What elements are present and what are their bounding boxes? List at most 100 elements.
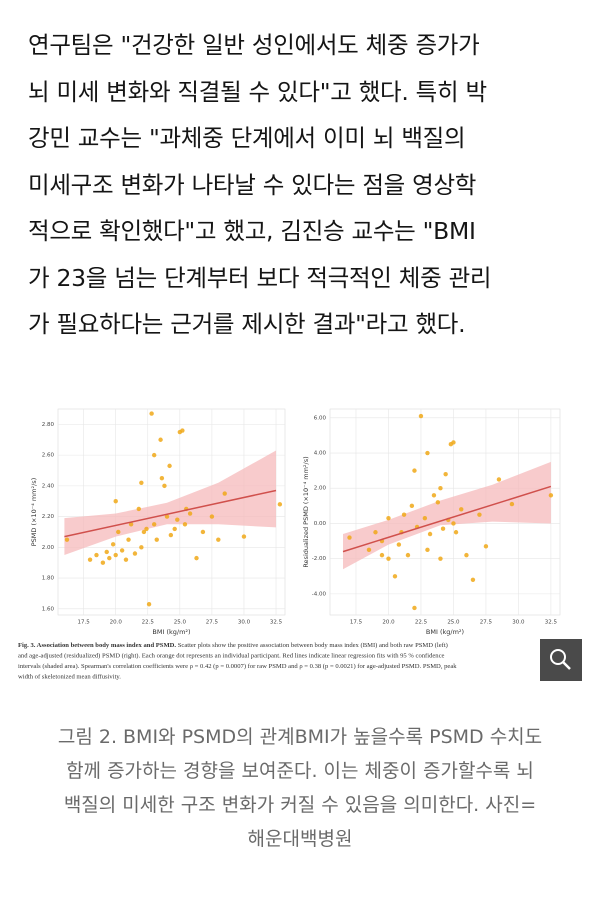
data-point	[418, 413, 424, 419]
y-tick-label: -4.00	[312, 591, 327, 597]
photo-caption-line: 해운대백병원	[247, 828, 353, 850]
data-point	[149, 411, 154, 416]
data-point	[113, 499, 118, 504]
x-tick-label: 22.5	[415, 620, 428, 626]
data-point	[548, 493, 554, 498]
article-line: 강민 교수는 "과체중 단계에서 이미 뇌 백질의	[28, 124, 466, 152]
x-axis-label: BMI (kg/m²)	[152, 628, 190, 636]
data-point	[180, 428, 185, 433]
x-tick-label: 32.5	[270, 620, 283, 626]
data-point	[194, 555, 199, 561]
data-point	[366, 547, 372, 553]
data-point	[146, 602, 152, 607]
data-point	[222, 491, 227, 496]
data-point	[136, 506, 141, 512]
zoom-button[interactable]	[540, 639, 582, 681]
y-tick-label: 2.80	[42, 422, 55, 428]
data-point	[209, 514, 215, 519]
x-tick-label: 20.0	[110, 620, 123, 626]
photo-caption-line: 백질의 미세한 구조 변화가 커질 수 있음을 의미한다. 사진=	[63, 794, 537, 816]
zoom-icon[interactable]	[562, 661, 571, 670]
data-point	[132, 551, 138, 556]
data-point	[151, 452, 157, 458]
figure-caption-line: Fig. 3. Association between body mass in…	[18, 642, 448, 649]
regression-line	[64, 489, 277, 538]
data-point	[168, 532, 174, 538]
data-point	[422, 515, 428, 521]
x-tick-label: 17.5	[78, 620, 91, 626]
data-point	[158, 437, 163, 442]
data-point	[412, 468, 417, 473]
data-point	[139, 480, 144, 485]
data-point	[443, 471, 448, 477]
data-point	[401, 512, 407, 517]
y-axis-label: PSMD (×10⁻⁴ mm²/s)	[30, 478, 38, 546]
data-point	[459, 507, 464, 512]
zoom-icon[interactable]	[550, 649, 566, 665]
data-point	[200, 529, 206, 535]
y-axis-label: Residualized PSMD (×10⁻⁴ mm²/s)	[302, 456, 310, 567]
data-point	[100, 560, 106, 565]
data-point	[110, 542, 116, 547]
data-point	[396, 542, 402, 547]
data-point	[435, 500, 441, 505]
data-point	[425, 547, 430, 553]
data-point	[405, 552, 411, 558]
data-point	[104, 549, 109, 555]
y-tick-label: 2.00	[42, 545, 55, 551]
data-point	[182, 522, 188, 527]
y-tick-label: 2.60	[42, 453, 55, 459]
data-point	[94, 552, 99, 558]
data-point	[438, 486, 443, 491]
x-axis-label: BMI (kg/m²)	[426, 628, 464, 636]
x-tick-label: 30.0	[238, 620, 251, 626]
x-tick-label: 25.0	[174, 620, 187, 626]
data-point	[116, 529, 121, 535]
data-point	[64, 537, 70, 542]
photo-caption-line: 그림 2. BMI와 PSMD의 관계BMI가 높을수록 PSMD 수치도	[57, 726, 543, 748]
data-point	[509, 501, 515, 507]
data-point	[464, 552, 469, 558]
scatter-chart: 1.60 1.80 2.00 2.20 2.40 2.60 2.80 17.5 20.0 22.5…	[30, 408, 286, 636]
article-line: 연구팀은 "건강한 일반 성인에서도 체중 증가가	[28, 31, 480, 59]
figure: 1.60 1.80 2.00 2.20 2.40 2.60 2.80 17.5 20.0 22.5…	[0, 395, 600, 695]
data-point	[126, 537, 131, 542]
data-point	[128, 522, 134, 527]
y-tick-label: 2.40	[42, 483, 55, 489]
x-tick-label: 30.0	[512, 620, 525, 626]
data-point	[187, 511, 193, 516]
article-line: 미세구조 변화가 나타날 수 있다는 점을 영상학	[28, 170, 477, 199]
x-tick-label: 20.0	[382, 620, 395, 626]
figure-caption-label: Fig. 3. Association between body mass in…	[18, 642, 176, 649]
y-tick-label: 2.20	[42, 514, 55, 520]
y-tick-label: 6.00	[314, 415, 327, 421]
article-body: 연구팀은 "건강한 일반 성인에서도 체중 증가가 뇌 미세 변화와 직결될 수 …	[28, 22, 588, 348]
data-point	[151, 522, 157, 527]
data-point	[386, 556, 391, 561]
data-point	[379, 552, 385, 558]
data-point	[141, 529, 147, 535]
zoom-button-bg[interactable]	[540, 639, 582, 681]
data-point	[164, 514, 170, 519]
x-tick-label: 27.5	[480, 620, 493, 626]
y-tick-label: -2.00	[312, 556, 327, 562]
data-point	[392, 574, 398, 579]
y-tick-label: 2.00	[314, 486, 327, 492]
y-tick-label: 1.60	[42, 606, 55, 612]
x-tick-label: 25.0	[447, 620, 460, 626]
regression-line	[342, 485, 552, 553]
confidence-band	[342, 461, 551, 570]
article-line: 가 23을 넘는 단계부터 보다 적극적인 체중 관리	[28, 263, 492, 292]
x-tick-label: 27.5	[206, 620, 219, 626]
data-point	[427, 531, 433, 537]
data-point	[347, 535, 352, 540]
figure-caption-line: and age-adjusted (residualized) PSMD (ri…	[18, 653, 445, 660]
data-point	[154, 537, 159, 542]
data-point	[373, 530, 378, 535]
data-point	[144, 526, 149, 532]
photo-caption-line: 함께 증가하는 경향을 보여준다. 이는 체중이 증가할수록 뇌	[66, 760, 534, 782]
x-tick-label: 17.5	[350, 620, 363, 626]
data-point	[409, 503, 415, 509]
figure-caption-text: Scatter plots show the positive associat…	[176, 642, 448, 649]
